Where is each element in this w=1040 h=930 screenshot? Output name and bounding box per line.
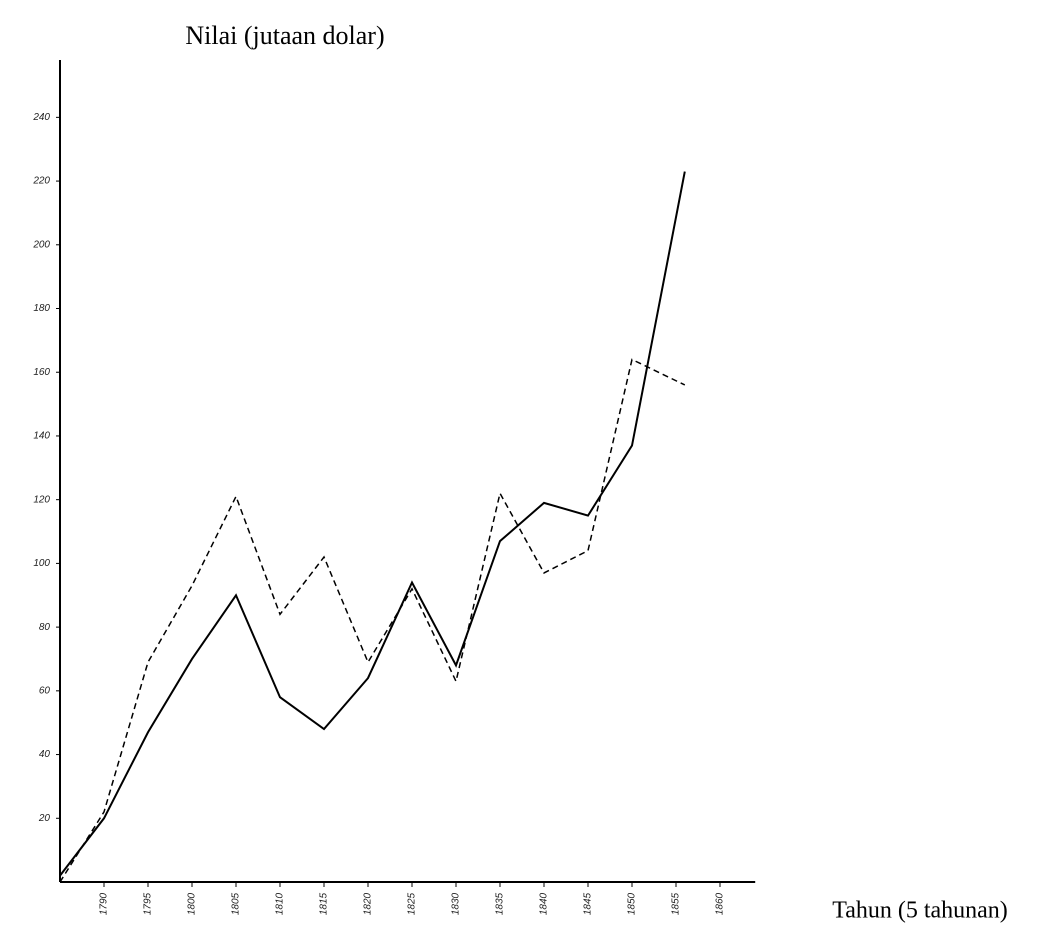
x-tick-label: 1820 bbox=[363, 892, 374, 915]
y-tick-label: 40 bbox=[39, 749, 51, 760]
y-tick-label: 240 bbox=[32, 112, 50, 123]
y-tick-label: 200 bbox=[32, 239, 50, 250]
y-tick-label: 120 bbox=[33, 494, 50, 505]
x-tick-label: 1835 bbox=[495, 892, 506, 915]
x-tick-label: 1830 bbox=[451, 892, 462, 915]
y-tick-label: 20 bbox=[38, 813, 51, 824]
x-tick-label: 1840 bbox=[539, 892, 550, 915]
chart: Nilai (jutaan dolar) Tahun (5 tahunan) 2… bbox=[0, 0, 1040, 930]
x-axis-label: Tahun (5 tahunan) bbox=[832, 898, 1008, 924]
x-tick-label: 1790 bbox=[99, 892, 110, 915]
y-tick-label: 60 bbox=[39, 685, 51, 696]
data-line bbox=[60, 172, 685, 876]
chart-title: Nilai (jutaan dolar) bbox=[185, 21, 384, 50]
x-tick-label: 1795 bbox=[143, 892, 154, 915]
y-tick-label: 80 bbox=[39, 622, 51, 633]
data-line bbox=[60, 359, 685, 882]
x-tick-label: 1845 bbox=[583, 892, 594, 915]
x-tick-label: 1825 bbox=[407, 892, 418, 915]
y-tick-label: 100 bbox=[33, 558, 50, 569]
y-tick-label: 180 bbox=[33, 303, 50, 314]
x-tick-label: 1850 bbox=[627, 892, 638, 915]
y-tick-label: 220 bbox=[32, 176, 50, 187]
x-tick-label: 1860 bbox=[715, 892, 726, 915]
x-tick-label: 1805 bbox=[231, 892, 242, 915]
x-tick-label: 1815 bbox=[319, 892, 330, 915]
x-tick-label: 1810 bbox=[275, 892, 286, 915]
y-tick-label: 160 bbox=[33, 367, 50, 378]
x-tick-label: 1800 bbox=[187, 892, 198, 915]
y-tick-label: 140 bbox=[33, 431, 50, 442]
x-tick-label: 1855 bbox=[671, 892, 682, 915]
